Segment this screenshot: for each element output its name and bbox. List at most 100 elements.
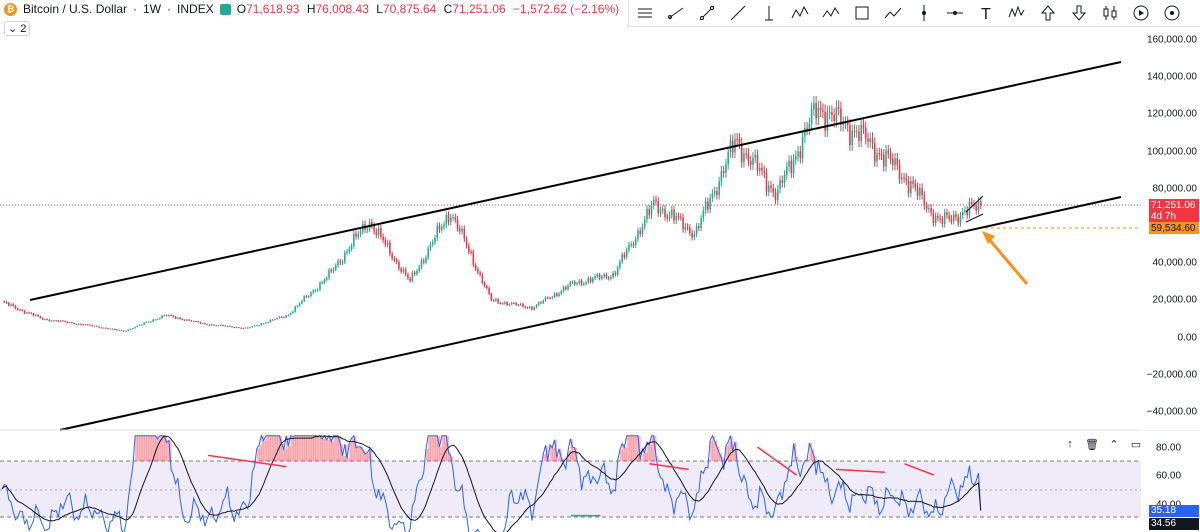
candle-body — [461, 228, 463, 232]
candle-body — [159, 318, 161, 320]
rsi-divergence-line — [904, 463, 935, 476]
line-tool-tool[interactable] — [722, 0, 753, 26]
candle-body — [747, 153, 750, 162]
elliott-wave-tool[interactable] — [1001, 0, 1032, 26]
candle-body — [531, 306, 533, 310]
price-tick: 20,000.00 — [1152, 294, 1198, 306]
ray-tool[interactable] — [660, 0, 691, 26]
candle-body — [231, 326, 233, 328]
candle-body — [858, 131, 860, 142]
rectangle-tool[interactable] — [846, 0, 877, 26]
candle-body — [603, 274, 605, 277]
candle-body — [307, 296, 310, 298]
candle-body — [567, 285, 569, 290]
level-price-badge: 59,534.60 — [1149, 222, 1199, 234]
candle-body — [276, 318, 278, 320]
candle-body — [574, 281, 576, 285]
rsi-overbought-fill — [283, 449, 287, 461]
rsi-overbought-fill — [333, 435, 337, 461]
candle-body — [587, 278, 590, 283]
candle-body — [253, 325, 256, 327]
move-up-icon[interactable]: ↑ — [1067, 438, 1073, 450]
candle-body — [100, 327, 103, 329]
symbol-name[interactable]: Bitcoin / U.S. Dollar — [23, 2, 128, 16]
rsi-overbought-fill — [288, 445, 292, 461]
rsi-overbought-fill — [286, 435, 289, 461]
candle-body — [670, 209, 673, 215]
indicators-toggle[interactable]: ⌄ 2 — [4, 21, 31, 36]
alert-tool[interactable] — [1156, 0, 1187, 26]
candle-body — [238, 327, 240, 329]
rsi-overbought-fill — [552, 447, 556, 461]
annotation-arrow — [986, 237, 1029, 285]
candle-body — [163, 315, 166, 317]
arrow-down-tool[interactable] — [1063, 0, 1094, 26]
candle-body — [82, 324, 84, 326]
candle-body — [353, 233, 355, 247]
market-status-icon[interactable] — [219, 3, 231, 15]
candle-body — [488, 287, 490, 294]
candle-body — [355, 233, 357, 237]
wave-tool[interactable] — [815, 0, 846, 26]
rsi-overbought-fill — [367, 452, 371, 461]
candle-body — [720, 170, 723, 182]
candle-body — [262, 323, 265, 325]
candle-body — [535, 305, 538, 308]
symbol-interval[interactable]: 1W — [143, 2, 162, 16]
candle-body — [371, 222, 373, 226]
rsi-overbought-fill — [434, 435, 438, 461]
candle-body — [409, 278, 411, 281]
rsi-tick: 60.00 — [1156, 470, 1182, 482]
rsi-pane-controls: ↑ 🗑 ⌃ ▭ — [1062, 436, 1144, 452]
replay-tool[interactable] — [1125, 0, 1156, 26]
rsi-overbought-fill — [439, 446, 443, 461]
vertical-line-tool[interactable] — [753, 0, 784, 26]
candle-body — [790, 160, 793, 174]
candle-body — [828, 112, 831, 114]
ray-icon — [667, 7, 683, 19]
rsi-overbought-fill — [714, 440, 718, 461]
candle-body — [964, 209, 966, 212]
candle-body — [395, 260, 398, 262]
candle-body — [7, 302, 10, 306]
arrow-up-tool[interactable] — [1032, 0, 1063, 26]
rsi-overbought-fill — [644, 452, 648, 461]
candle-body — [181, 318, 184, 320]
rsi-overbought-fill — [441, 435, 445, 461]
candle-body — [528, 306, 531, 309]
candle-body — [506, 302, 508, 306]
candle-body — [177, 317, 179, 319]
text-tool[interactable]: T — [970, 0, 1001, 26]
rsi-overbought-fill — [725, 445, 729, 461]
candle-body — [524, 306, 526, 308]
candle-body — [102, 327, 105, 329]
candle-body — [837, 107, 840, 109]
candle-body — [643, 219, 646, 227]
path-tool[interactable] — [877, 0, 908, 26]
candles-tool[interactable] — [1094, 0, 1125, 26]
rsi-overbought-fill — [572, 447, 576, 461]
candle-body — [244, 327, 247, 329]
collapse-icon[interactable]: ⌃ — [1109, 438, 1119, 451]
candle-body — [693, 233, 696, 238]
vertical-marker-tool[interactable] — [908, 0, 939, 26]
pattern-tool[interactable] — [784, 0, 815, 26]
maximize-icon[interactable]: ▭ — [1130, 438, 1142, 451]
candle-body — [585, 282, 587, 284]
candle-body — [71, 322, 73, 324]
horizontal-marker-tool[interactable] — [939, 0, 970, 26]
horizontal-lines-tool[interactable] — [629, 0, 660, 26]
delete-icon[interactable]: 🗑 — [1085, 438, 1099, 451]
rsi-overbought-fill — [347, 458, 350, 461]
rsi-overbought-fill — [543, 454, 546, 461]
candle-body — [612, 272, 614, 278]
candle-body — [21, 309, 24, 311]
rsi-overbought-fill — [338, 435, 341, 461]
trend-line-tool[interactable] — [691, 0, 722, 26]
candle-body — [646, 208, 648, 220]
horizontal-lines-icon — [637, 8, 652, 18]
candle-body — [422, 260, 425, 263]
candle-body — [519, 303, 522, 305]
